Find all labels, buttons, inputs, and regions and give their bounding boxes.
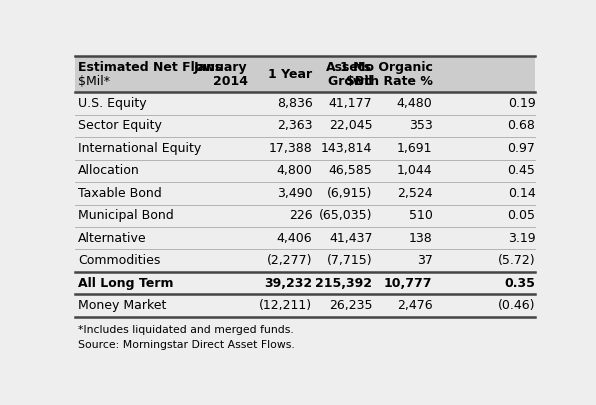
Text: 0.68: 0.68 — [508, 119, 535, 132]
Text: 226: 226 — [288, 209, 312, 222]
Text: 1,044: 1,044 — [397, 164, 433, 177]
Text: 10,777: 10,777 — [384, 277, 433, 290]
Text: (7,715): (7,715) — [327, 254, 372, 267]
Text: Estimated Net Flows: Estimated Net Flows — [78, 61, 222, 74]
Text: 3,490: 3,490 — [277, 187, 312, 200]
Text: *Includes liquidated and merged funds.: *Includes liquidated and merged funds. — [78, 324, 294, 335]
Text: January: January — [194, 61, 248, 74]
Text: Municipal Bond: Municipal Bond — [78, 209, 174, 222]
Text: 510: 510 — [409, 209, 433, 222]
Text: (2,277): (2,277) — [267, 254, 312, 267]
Text: 2,363: 2,363 — [277, 119, 312, 132]
Text: 37: 37 — [417, 254, 433, 267]
Text: 3.19: 3.19 — [508, 232, 535, 245]
Text: Assets: Assets — [326, 61, 372, 74]
Text: 215,392: 215,392 — [315, 277, 372, 290]
Text: Source: Morningstar Direct Asset Flows.: Source: Morningstar Direct Asset Flows. — [78, 340, 295, 350]
Text: 0.35: 0.35 — [505, 277, 535, 290]
Text: 0.19: 0.19 — [508, 97, 535, 110]
Text: 4,800: 4,800 — [277, 164, 312, 177]
Text: (6,915): (6,915) — [327, 187, 372, 200]
Text: 138: 138 — [409, 232, 433, 245]
Text: 41,437: 41,437 — [329, 232, 372, 245]
Text: (12,211): (12,211) — [259, 299, 312, 312]
Text: 17,388: 17,388 — [269, 142, 312, 155]
Text: 2,476: 2,476 — [397, 299, 433, 312]
Text: $Mil*: $Mil* — [78, 75, 110, 88]
Text: Alternative: Alternative — [78, 232, 147, 245]
Text: 0.45: 0.45 — [508, 164, 535, 177]
Text: 0.05: 0.05 — [507, 209, 535, 222]
Text: Growth Rate %: Growth Rate % — [328, 75, 433, 88]
Text: (65,035): (65,035) — [319, 209, 372, 222]
Text: 41,177: 41,177 — [329, 97, 372, 110]
Text: All Long Term: All Long Term — [78, 277, 173, 290]
Text: Allocation: Allocation — [78, 164, 140, 177]
Text: 4,406: 4,406 — [277, 232, 312, 245]
Text: 4,480: 4,480 — [397, 97, 433, 110]
Text: 39,232: 39,232 — [264, 277, 312, 290]
Text: $Bil: $Bil — [346, 75, 372, 88]
Text: 2,524: 2,524 — [397, 187, 433, 200]
Text: 0.14: 0.14 — [508, 187, 535, 200]
Text: 1,691: 1,691 — [397, 142, 433, 155]
Text: 26,235: 26,235 — [329, 299, 372, 312]
Text: U.S. Equity: U.S. Equity — [78, 97, 147, 110]
Text: 1 Mo Organic: 1 Mo Organic — [340, 61, 433, 74]
Text: International Equity: International Equity — [78, 142, 201, 155]
Text: 8,836: 8,836 — [277, 97, 312, 110]
Text: Money Market: Money Market — [78, 299, 166, 312]
Text: (5.72): (5.72) — [498, 254, 535, 267]
Text: 0.97: 0.97 — [508, 142, 535, 155]
Text: 1 Year: 1 Year — [268, 68, 312, 81]
Text: Sector Equity: Sector Equity — [78, 119, 162, 132]
Bar — [76, 56, 535, 92]
Text: 353: 353 — [409, 119, 433, 132]
Text: Commodities: Commodities — [78, 254, 160, 267]
Text: 2014: 2014 — [213, 75, 248, 88]
Text: (0.46): (0.46) — [498, 299, 535, 312]
Text: Taxable Bond: Taxable Bond — [78, 187, 162, 200]
Text: 22,045: 22,045 — [329, 119, 372, 132]
Text: 46,585: 46,585 — [328, 164, 372, 177]
Text: 143,814: 143,814 — [321, 142, 372, 155]
